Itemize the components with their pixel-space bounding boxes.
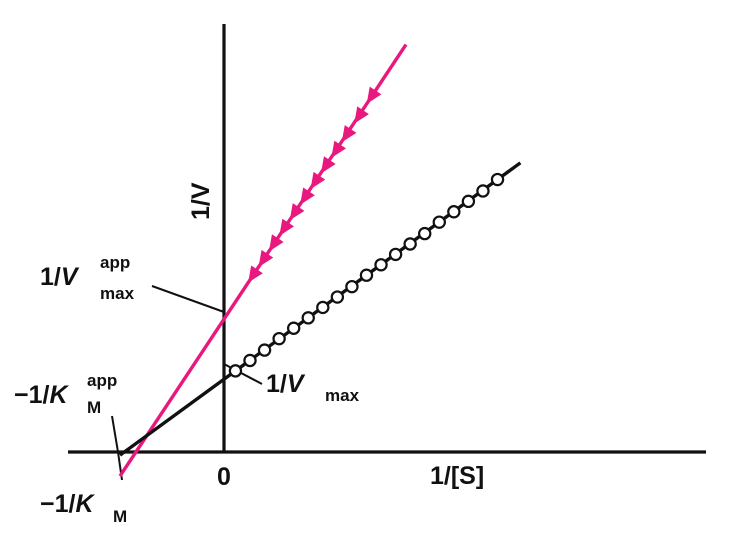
series-1-point	[243, 353, 257, 368]
series-1-point	[286, 321, 301, 335]
label-km-app-var: K	[49, 381, 69, 409]
series-1-point	[388, 247, 403, 262]
series-1-point	[374, 258, 388, 272]
x-axis-label: 1/[S]	[430, 462, 484, 490]
origin-tick-label: 0	[217, 463, 231, 491]
series-0-point	[366, 86, 382, 104]
series-0-point	[310, 171, 326, 190]
series-0-point	[289, 203, 305, 221]
series-1-point	[447, 205, 461, 219]
label-km-app-sup: app	[87, 371, 117, 390]
series-1-point	[257, 343, 272, 357]
label-km-main: −1/	[40, 490, 76, 518]
label-vmax-sub: max	[325, 386, 360, 405]
series-0-point	[258, 249, 274, 268]
series-0-point	[300, 187, 315, 205]
label-vmax-var: V	[287, 370, 306, 398]
label-vmax: 1/V	[266, 370, 306, 398]
label-km-app-main: −1/	[14, 381, 50, 409]
label-km-var: K	[75, 490, 95, 518]
series-0-point	[354, 106, 369, 124]
series-1-point	[490, 172, 505, 187]
series-0-point	[331, 140, 347, 158]
label-km: −1/K	[40, 490, 95, 518]
label-vmax-app-sup: app	[100, 253, 130, 272]
series-1-point	[476, 184, 490, 198]
label-km-app: −1/K	[14, 381, 69, 409]
series-0-point	[341, 125, 357, 143]
series-1-point	[301, 311, 315, 325]
series-layer	[118, 43, 522, 477]
series-0-point	[268, 234, 284, 252]
series-1-point	[345, 279, 359, 294]
series-1-point	[403, 237, 417, 251]
label-vmax-app: 1/V	[40, 263, 80, 291]
leader-vmax-app	[151, 285, 225, 313]
label-km-sub: M	[113, 507, 127, 526]
series-1-point	[316, 300, 330, 315]
label-vmax-main: 1/	[266, 370, 287, 398]
series-0-point	[279, 218, 295, 236]
leader-km-app	[111, 415, 119, 453]
label-vmax-app-sub: max	[100, 284, 135, 303]
series-1-point	[432, 215, 446, 229]
label-km-app-sub: M	[87, 398, 101, 417]
series-1-point	[330, 290, 345, 304]
y-axis-label: 1/V	[187, 182, 215, 220]
label-vmax-app-main: 1/	[40, 263, 61, 291]
series-1-point	[418, 226, 432, 241]
series-1-point	[359, 268, 374, 282]
series-1-point	[272, 331, 286, 346]
series-0-point	[320, 156, 336, 174]
label-vmax-app-var: V	[61, 263, 80, 291]
series-1-point	[461, 194, 476, 209]
series-0-point	[248, 265, 263, 283]
series-1-point	[228, 364, 243, 378]
